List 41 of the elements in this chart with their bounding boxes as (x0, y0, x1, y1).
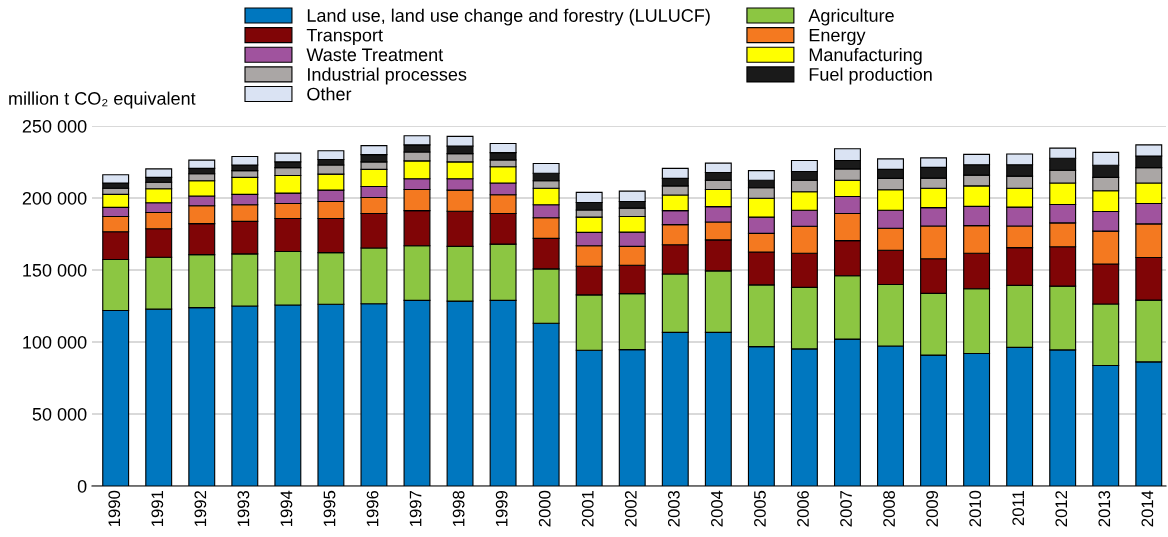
legend-label: Fuel production (809, 67, 932, 85)
x-tick-label: 2001 (581, 490, 594, 527)
x-tick-label: 2014 (1141, 490, 1154, 527)
y-tick-label: 100 000 (23, 335, 87, 349)
x-tick-label: 1996 (366, 490, 379, 526)
y-tick-label: 0 (77, 479, 87, 493)
y-tick-label: 150 000 (23, 263, 87, 277)
x-tick-label: 2003 (667, 490, 680, 527)
y-tick-label: 50 000 (32, 407, 87, 421)
x-tick-label: 2008 (883, 490, 895, 527)
x-tick-label: 1993 (237, 490, 250, 526)
legend-label: Waste Treatment (306, 48, 444, 62)
x-tick-label: 2006 (797, 490, 809, 527)
x-tick-label: 2013 (1098, 490, 1111, 527)
legend-label: Other (307, 87, 352, 101)
x-tick-label: 1992 (194, 491, 207, 526)
y-axis-title: million t CO₂ equivalent (9, 91, 196, 109)
x-tick-label: 1991 (151, 490, 164, 526)
legend-label: Manufacturing (809, 47, 922, 65)
x-tick-label: 1995 (323, 490, 336, 526)
x-tick-label: 2011 (1012, 490, 1025, 526)
y-tick-label: 200 000 (22, 191, 87, 205)
x-tick-label: 1994 (280, 490, 293, 526)
legend-label: Land use, land use change and forestry (LULUCF) (307, 8, 710, 26)
legend-label: Industrial processes (308, 67, 467, 85)
legend-label: Transport (306, 28, 383, 46)
x-tick-label: 2010 (969, 490, 982, 527)
x-tick-label: 1997 (409, 491, 422, 526)
x-tick-label: 2012 (1055, 491, 1068, 527)
x-tick-label: 2009 (926, 490, 939, 527)
legend-label: Energy (809, 28, 866, 46)
x-tick-label: 2005 (754, 490, 766, 527)
x-tick-label: 1990 (108, 490, 121, 526)
x-tick-label: 2002 (624, 491, 637, 527)
legend-label: Agriculture (808, 8, 894, 26)
x-tick-label: 2000 (538, 490, 551, 527)
x-tick-label: 2007 (840, 491, 852, 527)
x-tick-label: 1998 (452, 490, 465, 526)
y-tick-label: 250 000 (22, 119, 87, 133)
x-tick-label: 2004 (710, 490, 723, 527)
x-tick-label: 1999 (495, 490, 508, 526)
